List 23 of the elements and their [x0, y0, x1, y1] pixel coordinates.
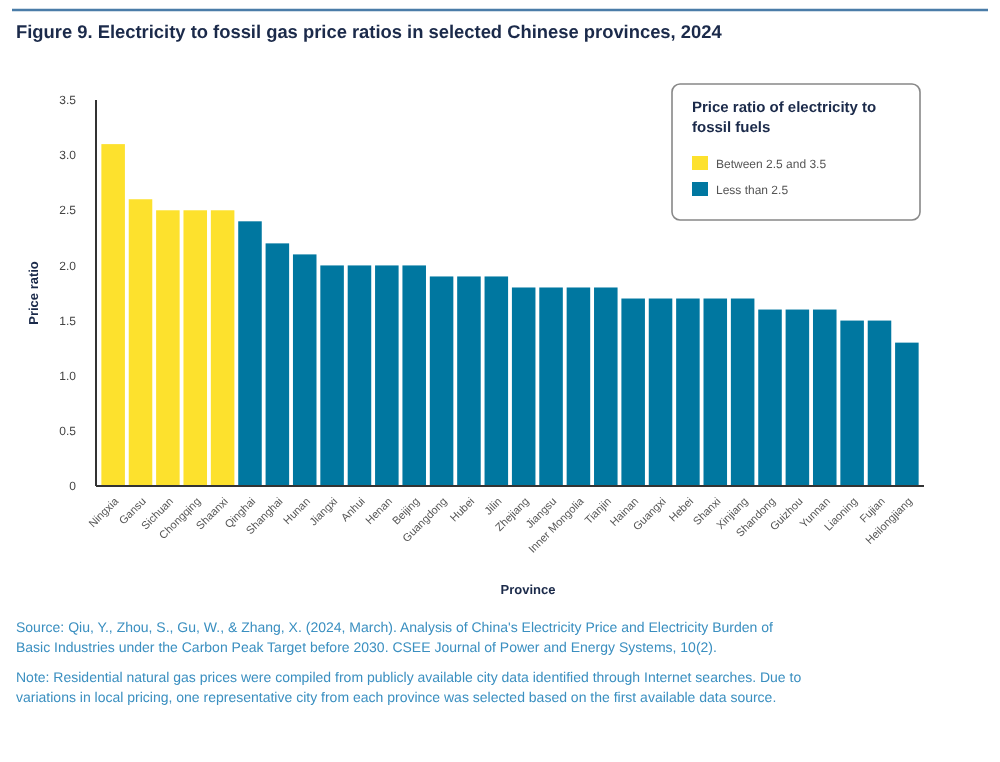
bar — [292, 254, 317, 486]
bar — [730, 298, 755, 486]
bar — [484, 276, 509, 486]
bar — [210, 210, 235, 486]
bar — [566, 287, 591, 486]
bar — [785, 309, 810, 486]
chart-title: Figure 9. Electricity to fossil gas price ratios in selected Chinese provinces, 2024 — [16, 22, 724, 42]
bar — [101, 144, 125, 486]
bar — [128, 199, 153, 486]
bar — [347, 265, 372, 486]
bar — [457, 276, 481, 486]
bar — [703, 298, 728, 486]
bar — [758, 309, 782, 486]
bar — [895, 342, 919, 486]
bar — [511, 287, 536, 486]
bar — [320, 265, 344, 486]
bar — [539, 287, 563, 486]
bar — [429, 276, 454, 486]
bar — [238, 221, 262, 486]
bar — [648, 298, 673, 486]
bar — [676, 298, 700, 486]
bar — [867, 320, 892, 486]
bar — [265, 243, 290, 486]
